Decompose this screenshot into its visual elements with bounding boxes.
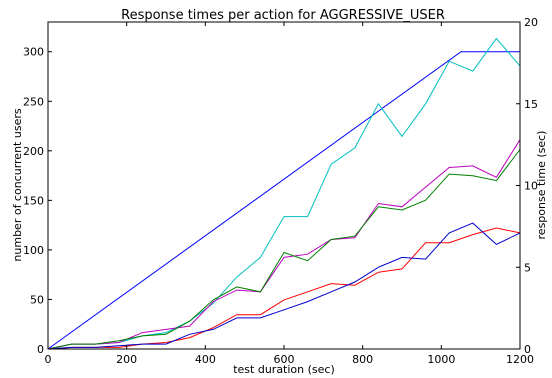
x-tick-label: 0 <box>45 353 52 366</box>
y2-tick-label: 20 <box>524 16 538 29</box>
x-tick-label: 1200 <box>506 353 534 366</box>
x-tick-label: 600 <box>274 353 295 366</box>
series-line-2 <box>47 139 521 350</box>
left-y-axis-ticks: 0 50 100 150 200 250 300 <box>23 46 52 356</box>
x-tick-label: 1000 <box>427 353 455 366</box>
y-tick-label: 100 <box>23 244 44 257</box>
y-tick-label: 250 <box>23 95 44 108</box>
series-line-3 <box>47 149 521 350</box>
x-tick-label: 800 <box>352 353 373 366</box>
y-tick-label: 50 <box>30 293 44 306</box>
x-tick-label: 200 <box>116 353 137 366</box>
x-axis-title: test duration (sec) <box>233 363 335 376</box>
x-tick-label: 400 <box>195 353 216 366</box>
chart-title: Response times per action for AGGRESSIVE… <box>121 8 445 23</box>
series-line-0 <box>47 51 520 350</box>
y-tick-label: 300 <box>23 46 44 59</box>
y-tick-label: 150 <box>23 194 44 207</box>
y2-tick-label: 15 <box>524 98 538 111</box>
y-tick-label: 0 <box>37 343 44 356</box>
y2-tick-label: 5 <box>524 261 531 274</box>
y2-tick-label: 10 <box>524 180 538 193</box>
series-line-5 <box>47 222 521 350</box>
right-y-axis-ticks: 0 5 10 15 20 <box>516 16 538 356</box>
y2-tick-label: 0 <box>524 343 531 356</box>
x-axis-ticks: 0 200 400 600 800 1000 1200 <box>45 22 534 366</box>
right-y-axis-title: response time (sec) <box>535 131 548 240</box>
series-line-4 <box>47 227 521 350</box>
series-line-1 <box>47 37 521 350</box>
series-layer <box>47 37 521 350</box>
left-y-axis-title: number of concurrent users <box>11 108 24 261</box>
y-tick-label: 200 <box>23 145 44 158</box>
